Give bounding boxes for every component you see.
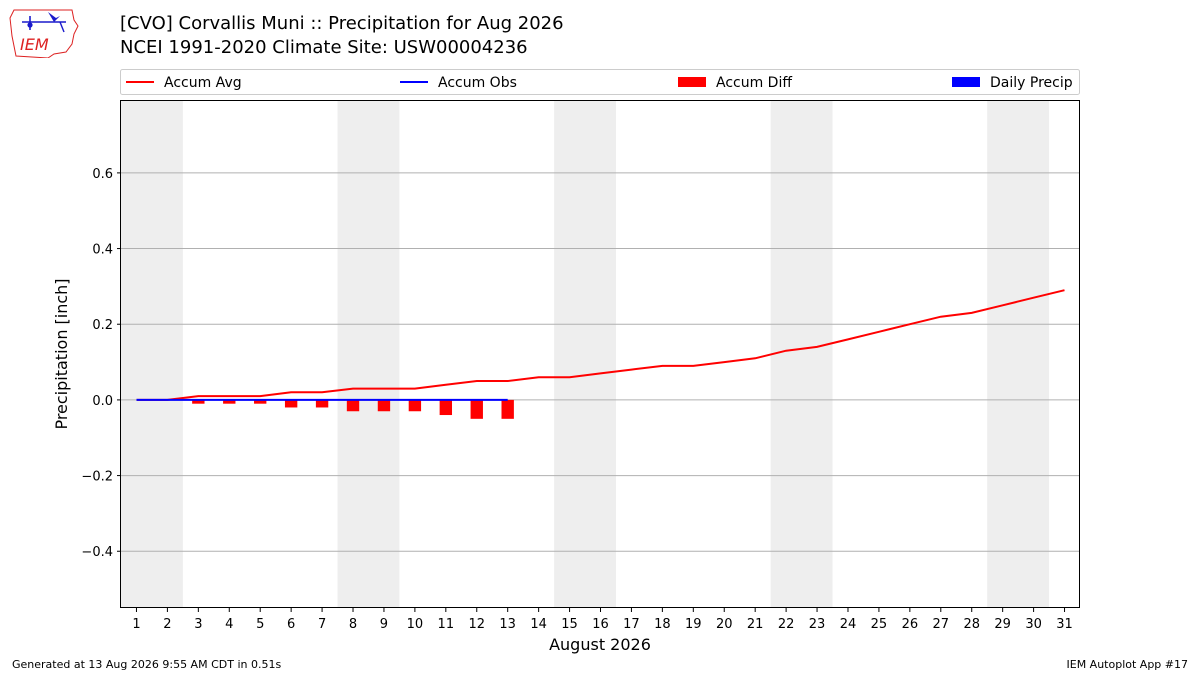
logo-text: IEM: [20, 35, 49, 54]
y-tick-label: 0.4: [92, 243, 113, 258]
y-tick-label: −0.4: [81, 545, 113, 560]
x-tick-label: 15: [561, 617, 578, 632]
x-tick-label: 5: [256, 617, 264, 632]
diff-bar: [377, 399, 391, 412]
legend: Accum Avg Accum Obs Accum Diff Daily Precip: [120, 69, 1080, 95]
x-tick-label: 19: [685, 617, 702, 632]
diff-bar: [284, 399, 298, 408]
x-tick-label: 8: [349, 617, 357, 632]
y-tick-label: 0.6: [92, 167, 113, 182]
generated-timestamp: Generated at 13 Aug 2026 9:55 AM CDT in …: [12, 658, 282, 671]
x-tick-label: 4: [225, 617, 233, 632]
legend-label: Accum Avg: [164, 75, 242, 91]
x-tick-label: 26: [902, 617, 919, 632]
x-tick-label: 21: [747, 617, 764, 632]
x-tick-label: 23: [809, 617, 826, 632]
x-tick-label: 12: [468, 617, 485, 632]
y-axis-ticks: −0.4 −0.2 0.0 0.2 0.4 0.6: [81, 167, 121, 560]
diff-bar: [346, 399, 360, 412]
x-tick-label: 30: [1025, 617, 1042, 632]
chart-subtitle: NCEI 1991-2020 Climate Site: USW00004236: [120, 37, 528, 58]
y-tick-label: −0.2: [81, 470, 113, 485]
legend-bar-swatch: [678, 77, 706, 87]
diff-bar: [254, 399, 267, 404]
x-tick-label: 10: [407, 617, 424, 632]
y-tick-label: 0.2: [92, 318, 113, 333]
x-tick-label: 17: [623, 617, 640, 632]
x-tick-label: 11: [438, 617, 455, 632]
weekend-band: [337, 101, 400, 608]
x-tick-label: 20: [716, 617, 733, 632]
accum-avg-line: [136, 289, 1065, 401]
chart-title: [CVO] Corvallis Muni :: Precipitation fo…: [120, 13, 564, 34]
diff-bar: [501, 399, 514, 419]
x-tick-label: 7: [318, 617, 326, 632]
x-tick-label: 18: [654, 617, 671, 632]
diff-bar: [223, 399, 236, 404]
x-axis-label: August 2026: [549, 635, 651, 654]
iem-iowa-logo-icon: IEM: [9, 9, 79, 58]
x-tick-label: 27: [933, 617, 950, 632]
diff-bar: [192, 399, 205, 404]
diff-bar: [408, 399, 422, 412]
y-tick-label: 0.0: [92, 394, 113, 409]
x-tick-label: 1: [132, 617, 140, 632]
series-lines: [136, 289, 1065, 401]
legend-bar-swatch: [952, 77, 980, 87]
weekend-shading: [121, 101, 1050, 608]
legend-label: Daily Precip: [990, 75, 1073, 91]
legend-frame: [120, 69, 1080, 95]
x-tick-label: 14: [530, 617, 547, 632]
y-axis-label: Precipitation [inch]: [52, 278, 71, 429]
diff-bar: [470, 399, 483, 419]
diff-bars: [192, 399, 514, 419]
legend-label: Accum Diff: [716, 75, 792, 91]
x-tick-label: 16: [592, 617, 609, 632]
weekend-band: [121, 101, 183, 608]
legend-label: Accum Obs: [438, 75, 517, 91]
weekend-band: [770, 101, 833, 608]
diff-bar: [315, 399, 329, 408]
x-axis-ticks: 1 2 3 4 5 6 7 8 9 10 11 12 13 14 15 16 17 18 19 20 21 22 23 24 2…: [132, 608, 1073, 632]
diff-bar: [439, 399, 453, 416]
x-tick-label: 24: [840, 617, 857, 632]
x-tick-label: 13: [499, 617, 516, 632]
x-tick-label: 28: [963, 617, 980, 632]
x-tick-label: 9: [380, 617, 388, 632]
x-tick-label: 6: [287, 617, 295, 632]
autoplot-app-label: IEM Autoplot App #17: [1066, 658, 1189, 671]
x-tick-label: 2: [163, 617, 171, 632]
x-tick-label: 31: [1056, 617, 1073, 632]
x-tick-label: 3: [194, 617, 202, 632]
x-tick-label: 25: [871, 617, 888, 632]
weekend-band: [554, 101, 616, 608]
x-tick-label: 22: [778, 617, 795, 632]
x-tick-label: 29: [994, 617, 1011, 632]
plot-frame: [120, 100, 1080, 608]
weekend-band: [987, 101, 1050, 608]
